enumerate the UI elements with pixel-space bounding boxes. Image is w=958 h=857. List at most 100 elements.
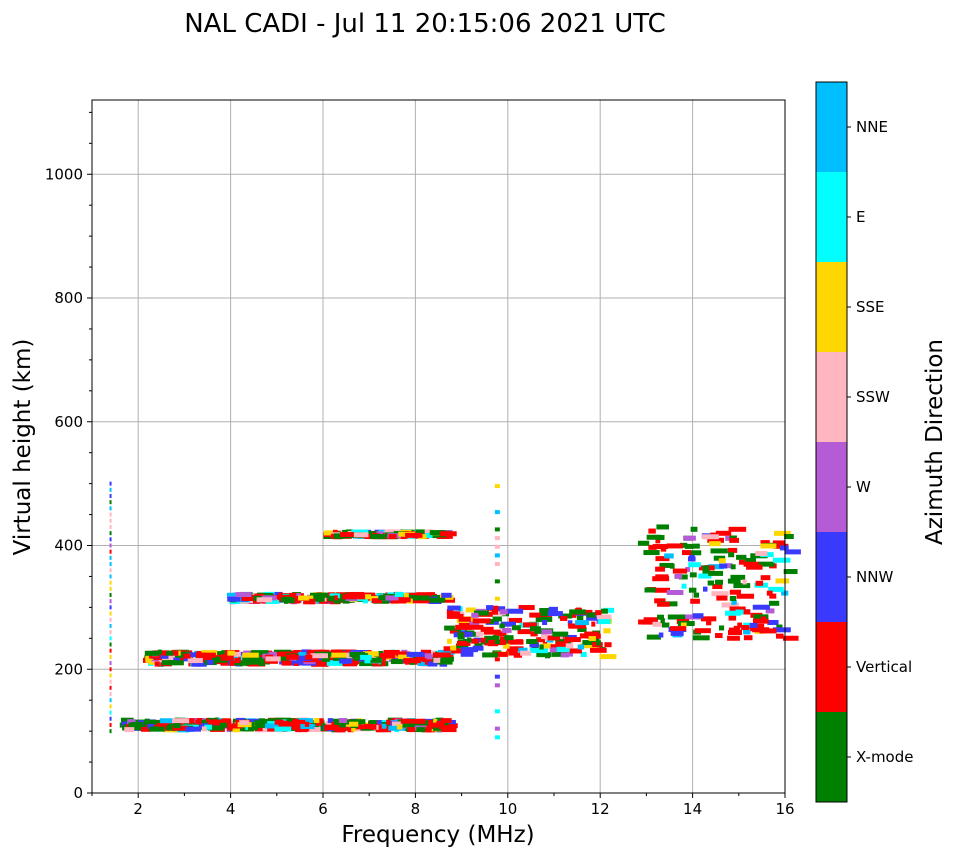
echo-point [599, 654, 617, 660]
echo-point [287, 598, 295, 604]
echo-point [494, 631, 500, 636]
echo-point [366, 531, 374, 537]
echo-point [513, 652, 523, 658]
echo-point [529, 642, 540, 648]
echo-point [376, 531, 384, 537]
echo-point [503, 643, 510, 649]
echo-point [201, 726, 207, 732]
echo-point [715, 633, 723, 639]
echo-point [486, 605, 494, 611]
echo-point [330, 652, 348, 658]
echo-point [660, 546, 667, 552]
echo-point [580, 651, 587, 657]
echo-point [499, 623, 505, 629]
echo-point [398, 654, 410, 660]
y-axis-label: Virtual height (km) [10, 339, 36, 556]
echo-point [666, 543, 683, 549]
echo-point [494, 510, 500, 515]
echo-point [109, 729, 112, 734]
echo-point [298, 652, 307, 658]
echo-point [466, 624, 484, 630]
echo-point [382, 595, 399, 601]
echo-point [769, 593, 777, 599]
echo-point [656, 524, 669, 530]
echo-point [683, 535, 696, 541]
echo-point [440, 718, 452, 724]
echo-point [715, 579, 724, 585]
echo-point [678, 574, 688, 580]
echo-point [386, 719, 391, 725]
echo-point [784, 549, 801, 555]
echo-point [265, 723, 281, 729]
echo-point [208, 719, 224, 725]
echo-point [109, 537, 112, 542]
echo-point [250, 650, 269, 656]
echo-point [362, 598, 369, 604]
y-axis: 0 200 400 600 800 1000 [45, 111, 92, 802]
echo-point [515, 639, 523, 645]
echo-point [327, 718, 334, 724]
echo-point [129, 725, 147, 731]
echo-point [474, 643, 483, 649]
echo-point [782, 635, 799, 641]
echo-point [753, 614, 769, 620]
echo-point [531, 645, 539, 651]
echo-point [560, 615, 568, 621]
echo-point [702, 570, 710, 576]
echo-point [462, 620, 480, 626]
echo-point [333, 595, 338, 601]
echo-point [494, 683, 500, 688]
echo-point [655, 556, 670, 562]
echo-point [109, 710, 112, 715]
echo-point [736, 554, 747, 560]
echo-point [681, 583, 687, 589]
echo-point [141, 726, 151, 732]
echo-point [494, 726, 500, 731]
echo-point [707, 580, 715, 586]
echo-point [109, 518, 112, 523]
echo-point [768, 586, 784, 592]
echo-point [494, 536, 500, 541]
echo-point [154, 661, 160, 667]
echo-point [127, 719, 136, 725]
echo-point [743, 561, 759, 567]
echo-point [539, 648, 548, 654]
echo-point [109, 611, 112, 616]
echo-point [707, 537, 725, 543]
echo-point [384, 529, 401, 535]
echo-point [183, 656, 190, 662]
echo-point [109, 481, 112, 486]
echo-point [429, 530, 446, 536]
echo-point [109, 716, 112, 721]
echo-point [109, 685, 112, 690]
colorbar-tick-label: E [856, 208, 865, 226]
echo-point [708, 564, 724, 570]
echo-point [638, 619, 648, 625]
echo-point [760, 575, 771, 581]
echo-point [529, 648, 544, 654]
echo-point [227, 596, 241, 602]
echo-point [427, 719, 433, 725]
echo-point [173, 723, 181, 729]
echo-point [772, 540, 786, 546]
echo-point [529, 626, 541, 632]
echo-point [685, 566, 691, 572]
echo-point [274, 726, 292, 732]
echo-point [657, 614, 664, 620]
echo-point [362, 651, 379, 657]
echo-point [494, 657, 500, 662]
colorbar-tick-label: W [856, 478, 871, 496]
echo-point [232, 727, 240, 733]
echo-point [160, 718, 175, 724]
echo-point [406, 651, 425, 657]
echo-point [655, 538, 661, 544]
echo-point [109, 500, 112, 505]
y-tick-label: 400 [54, 537, 83, 555]
echo-point [309, 727, 321, 733]
echo-point [447, 605, 461, 611]
echo-point [429, 597, 446, 603]
colorbar-segment [816, 442, 847, 532]
echo-point [473, 610, 489, 616]
echo-point [225, 722, 231, 728]
echo-point [767, 619, 779, 625]
